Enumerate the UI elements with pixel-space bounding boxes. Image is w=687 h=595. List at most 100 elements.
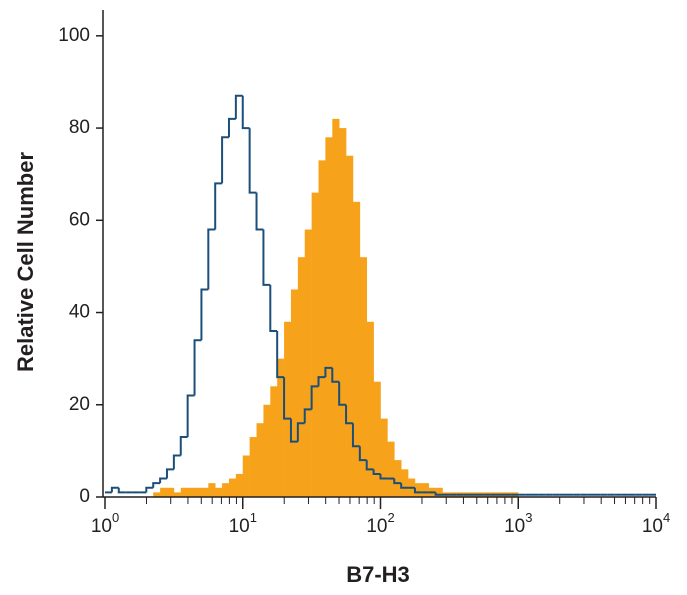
histogram-bar xyxy=(249,437,257,497)
histogram-step xyxy=(324,366,333,378)
histogram-step xyxy=(234,94,243,119)
histogram-bar xyxy=(208,483,216,497)
x-tick-label: 104 xyxy=(642,510,670,537)
histogram-step xyxy=(379,473,388,480)
histogram-step xyxy=(331,367,340,383)
histogram-step xyxy=(434,492,443,496)
histogram-step xyxy=(145,486,154,493)
histogram-step xyxy=(283,377,291,420)
x-axis-title: B7-H3 xyxy=(346,562,410,587)
histogram-bar xyxy=(201,487,209,497)
histogram-step xyxy=(358,446,367,462)
histogram-bar xyxy=(270,386,278,497)
histogram-bar xyxy=(339,128,347,497)
x-tick-base: 10 xyxy=(91,516,112,537)
histogram-step xyxy=(303,408,312,424)
histogram-bar xyxy=(277,358,285,497)
histogram-bar xyxy=(290,289,299,497)
histogram-step xyxy=(276,330,285,379)
histogram-step xyxy=(269,284,278,332)
histogram-step xyxy=(393,478,402,485)
x-tick-base: 10 xyxy=(642,516,663,537)
histogram-bar xyxy=(194,487,202,497)
x-tick-label: 101 xyxy=(229,510,257,537)
x-tick-exponent: 0 xyxy=(112,510,119,525)
x-tick-label: 102 xyxy=(366,510,394,537)
x-tick-label: 103 xyxy=(504,510,532,537)
histogram-bar xyxy=(373,381,381,497)
histogram-bar xyxy=(235,473,244,497)
histogram-step xyxy=(372,469,381,475)
histogram-bar xyxy=(256,423,264,497)
histogram-bar xyxy=(304,229,312,497)
histogram-step xyxy=(296,422,305,442)
histogram-bar xyxy=(263,404,271,497)
histogram-bar xyxy=(311,192,319,497)
histogram-bar xyxy=(332,118,340,497)
histogram-step xyxy=(207,228,216,290)
y-tick-label: 0 xyxy=(79,486,90,507)
histogram-step xyxy=(413,487,422,494)
histogram-step xyxy=(117,487,126,494)
x-tick-label: 100 xyxy=(91,510,119,537)
histogram-bar xyxy=(160,487,168,497)
histogram-step xyxy=(214,182,223,230)
y-tick-label: 60 xyxy=(69,209,90,230)
histogram-step xyxy=(317,376,326,387)
histogram-step xyxy=(227,117,236,138)
histogram-bar xyxy=(173,492,182,497)
y-tick-label: 100 xyxy=(58,25,90,46)
histogram-step xyxy=(400,483,409,489)
histogram-step xyxy=(345,404,353,425)
x-tick-exponent: 1 xyxy=(250,510,257,525)
histogram-bar xyxy=(366,321,374,497)
histogram-step xyxy=(193,339,202,396)
histogram-bar xyxy=(325,137,333,497)
histogram-step xyxy=(365,460,374,471)
histogram-bar xyxy=(242,455,250,497)
histogram-step xyxy=(179,436,188,456)
histogram-step xyxy=(186,394,195,438)
histogram-bar xyxy=(318,160,326,497)
histogram-step xyxy=(255,192,264,231)
histogram-bar xyxy=(435,487,443,497)
y-tick-label: 40 xyxy=(69,302,90,323)
histogram-step xyxy=(241,95,250,130)
histogram-bar xyxy=(401,469,409,497)
histogram-step xyxy=(289,418,298,443)
x-tick-exponent: 3 xyxy=(525,510,532,525)
histogram-step xyxy=(351,423,360,448)
histogram-bar xyxy=(187,487,195,497)
histogram-step xyxy=(221,136,229,184)
x-tick-base: 10 xyxy=(504,516,525,537)
histogram-bar xyxy=(359,257,368,497)
histogram-step xyxy=(248,128,257,194)
histogram-bar xyxy=(180,487,188,497)
histogram-bar xyxy=(228,478,237,497)
histogram-bar xyxy=(166,487,175,497)
histogram-bar xyxy=(394,460,402,497)
histogram-bar xyxy=(346,155,354,498)
histogram-step xyxy=(165,468,174,479)
histogram-step xyxy=(262,229,271,286)
histogram-bar xyxy=(222,483,230,497)
histogram-bar xyxy=(297,257,306,497)
x-tick-exponent: 2 xyxy=(387,510,394,525)
histogram-step xyxy=(200,288,209,341)
histogram-bar xyxy=(387,441,395,497)
histogram-step xyxy=(152,482,161,488)
y-tick-label: 20 xyxy=(69,394,90,415)
histogram-bar xyxy=(380,418,388,497)
x-tick-base: 10 xyxy=(229,516,250,537)
x-tick-exponent: 4 xyxy=(663,510,670,525)
histogram-bar xyxy=(414,483,423,497)
histogram-bar xyxy=(215,487,223,497)
histogram-step xyxy=(159,477,167,484)
y-axis-title: Relative Cell Number xyxy=(13,152,38,373)
histogram-step xyxy=(172,454,181,470)
histogram-step xyxy=(338,381,347,406)
histogram-bar xyxy=(421,483,430,497)
histogram-bar xyxy=(284,321,292,497)
histogram-step xyxy=(110,486,119,493)
